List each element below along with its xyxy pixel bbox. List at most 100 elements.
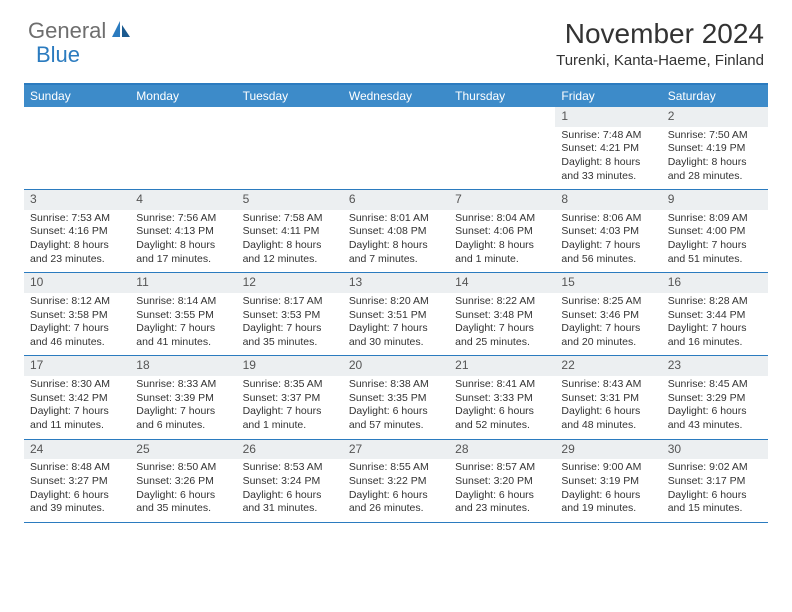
- day-d1: Daylight: 8 hours: [136, 239, 230, 253]
- day-sr: Sunrise: 8:20 AM: [349, 295, 443, 309]
- day-ss: Sunset: 3:58 PM: [30, 309, 124, 323]
- day-body: Sunrise: 8:14 AMSunset: 3:55 PMDaylight:…: [130, 293, 236, 356]
- day-d1: Daylight: 6 hours: [455, 489, 549, 503]
- day-sr: Sunrise: 8:43 AM: [561, 378, 655, 392]
- day-body: [130, 127, 236, 185]
- day-cell: 25Sunrise: 8:50 AMSunset: 3:26 PMDayligh…: [130, 440, 236, 522]
- day-cell: 28Sunrise: 8:57 AMSunset: 3:20 PMDayligh…: [449, 440, 555, 522]
- logo-text-general: General: [28, 18, 106, 44]
- day-cell: 7Sunrise: 8:04 AMSunset: 4:06 PMDaylight…: [449, 190, 555, 272]
- day-ss: Sunset: 3:35 PM: [349, 392, 443, 406]
- day-d2: and 7 minutes.: [349, 253, 443, 267]
- day-cell: 9Sunrise: 8:09 AMSunset: 4:00 PMDaylight…: [662, 190, 768, 272]
- day-d1: Daylight: 6 hours: [30, 489, 124, 503]
- day-cell: [449, 107, 555, 189]
- day-sr: Sunrise: 8:53 AM: [243, 461, 337, 475]
- day-ss: Sunset: 3:26 PM: [136, 475, 230, 489]
- day-sr: Sunrise: 8:33 AM: [136, 378, 230, 392]
- day-number: 4: [130, 190, 236, 210]
- week-row: 1Sunrise: 7:48 AMSunset: 4:21 PMDaylight…: [24, 107, 768, 190]
- logo-text-blue: Blue: [36, 42, 80, 68]
- day-body: Sunrise: 8:35 AMSunset: 3:37 PMDaylight:…: [237, 376, 343, 439]
- day-d2: and 16 minutes.: [668, 336, 762, 350]
- day-ss: Sunset: 3:20 PM: [455, 475, 549, 489]
- day-cell: 27Sunrise: 8:55 AMSunset: 3:22 PMDayligh…: [343, 440, 449, 522]
- day-number: 2: [662, 107, 768, 127]
- day-number: 29: [555, 440, 661, 460]
- day-body: Sunrise: 8:45 AMSunset: 3:29 PMDaylight:…: [662, 376, 768, 439]
- day-sr: Sunrise: 7:53 AM: [30, 212, 124, 226]
- month-title: November 2024: [556, 18, 764, 50]
- day-d2: and 20 minutes.: [561, 336, 655, 350]
- week-row: 24Sunrise: 8:48 AMSunset: 3:27 PMDayligh…: [24, 440, 768, 523]
- day-body: Sunrise: 8:01 AMSunset: 4:08 PMDaylight:…: [343, 210, 449, 273]
- day-cell: 15Sunrise: 8:25 AMSunset: 3:46 PMDayligh…: [555, 273, 661, 355]
- day-d2: and 33 minutes.: [561, 170, 655, 184]
- day-d2: and 39 minutes.: [30, 502, 124, 516]
- day-sr: Sunrise: 8:12 AM: [30, 295, 124, 309]
- day-number: 27: [343, 440, 449, 460]
- day-body: Sunrise: 7:48 AMSunset: 4:21 PMDaylight:…: [555, 127, 661, 190]
- day-sr: Sunrise: 8:50 AM: [136, 461, 230, 475]
- day-d2: and 23 minutes.: [455, 502, 549, 516]
- day-cell: 20Sunrise: 8:38 AMSunset: 3:35 PMDayligh…: [343, 356, 449, 438]
- weekday-wednesday: Wednesday: [343, 85, 449, 107]
- day-number: 12: [237, 273, 343, 293]
- location-text: Turenki, Kanta-Haeme, Finland: [556, 52, 764, 69]
- day-cell: 11Sunrise: 8:14 AMSunset: 3:55 PMDayligh…: [130, 273, 236, 355]
- day-ss: Sunset: 4:08 PM: [349, 225, 443, 239]
- day-d2: and 23 minutes.: [30, 253, 124, 267]
- weekday-saturday: Saturday: [662, 85, 768, 107]
- day-cell: 29Sunrise: 9:00 AMSunset: 3:19 PMDayligh…: [555, 440, 661, 522]
- weeks-container: 1Sunrise: 7:48 AMSunset: 4:21 PMDaylight…: [24, 107, 768, 523]
- title-block: November 2024 Turenki, Kanta-Haeme, Finl…: [556, 18, 764, 69]
- logo: General Blue: [28, 18, 132, 44]
- day-d1: Daylight: 8 hours: [30, 239, 124, 253]
- day-d2: and 26 minutes.: [349, 502, 443, 516]
- week-row: 10Sunrise: 8:12 AMSunset: 3:58 PMDayligh…: [24, 273, 768, 356]
- day-d1: Daylight: 7 hours: [136, 322, 230, 336]
- day-d2: and 35 minutes.: [136, 502, 230, 516]
- day-cell: 22Sunrise: 8:43 AMSunset: 3:31 PMDayligh…: [555, 356, 661, 438]
- day-ss: Sunset: 3:55 PM: [136, 309, 230, 323]
- day-ss: Sunset: 3:27 PM: [30, 475, 124, 489]
- day-number: 26: [237, 440, 343, 460]
- day-sr: Sunrise: 9:00 AM: [561, 461, 655, 475]
- day-d1: Daylight: 6 hours: [668, 489, 762, 503]
- day-ss: Sunset: 4:11 PM: [243, 225, 337, 239]
- day-cell: 14Sunrise: 8:22 AMSunset: 3:48 PMDayligh…: [449, 273, 555, 355]
- day-number: 30: [662, 440, 768, 460]
- weekday-sunday: Sunday: [24, 85, 130, 107]
- day-sr: Sunrise: 8:35 AM: [243, 378, 337, 392]
- day-d2: and 31 minutes.: [243, 502, 337, 516]
- day-d2: and 6 minutes.: [136, 419, 230, 433]
- day-cell: 6Sunrise: 8:01 AMSunset: 4:08 PMDaylight…: [343, 190, 449, 272]
- day-cell: 21Sunrise: 8:41 AMSunset: 3:33 PMDayligh…: [449, 356, 555, 438]
- day-d1: Daylight: 7 hours: [136, 405, 230, 419]
- day-d2: and 56 minutes.: [561, 253, 655, 267]
- day-d1: Daylight: 7 hours: [561, 239, 655, 253]
- day-cell: 16Sunrise: 8:28 AMSunset: 3:44 PMDayligh…: [662, 273, 768, 355]
- day-body: Sunrise: 7:50 AMSunset: 4:19 PMDaylight:…: [662, 127, 768, 190]
- day-d1: Daylight: 8 hours: [455, 239, 549, 253]
- day-d1: Daylight: 7 hours: [30, 405, 124, 419]
- day-body: Sunrise: 8:38 AMSunset: 3:35 PMDaylight:…: [343, 376, 449, 439]
- day-ss: Sunset: 3:37 PM: [243, 392, 337, 406]
- day-cell: 17Sunrise: 8:30 AMSunset: 3:42 PMDayligh…: [24, 356, 130, 438]
- day-body: Sunrise: 8:30 AMSunset: 3:42 PMDaylight:…: [24, 376, 130, 439]
- day-d1: Daylight: 7 hours: [668, 322, 762, 336]
- day-sr: Sunrise: 8:22 AM: [455, 295, 549, 309]
- day-cell: 18Sunrise: 8:33 AMSunset: 3:39 PMDayligh…: [130, 356, 236, 438]
- day-d1: Daylight: 7 hours: [349, 322, 443, 336]
- day-body: Sunrise: 8:53 AMSunset: 3:24 PMDaylight:…: [237, 459, 343, 522]
- day-number: 9: [662, 190, 768, 210]
- day-cell: 26Sunrise: 8:53 AMSunset: 3:24 PMDayligh…: [237, 440, 343, 522]
- day-ss: Sunset: 3:46 PM: [561, 309, 655, 323]
- weekday-tuesday: Tuesday: [237, 85, 343, 107]
- day-d1: Daylight: 6 hours: [668, 405, 762, 419]
- day-number: 13: [343, 273, 449, 293]
- day-sr: Sunrise: 7:48 AM: [561, 129, 655, 143]
- day-body: Sunrise: 8:33 AMSunset: 3:39 PMDaylight:…: [130, 376, 236, 439]
- day-ss: Sunset: 3:44 PM: [668, 309, 762, 323]
- day-body: [237, 127, 343, 185]
